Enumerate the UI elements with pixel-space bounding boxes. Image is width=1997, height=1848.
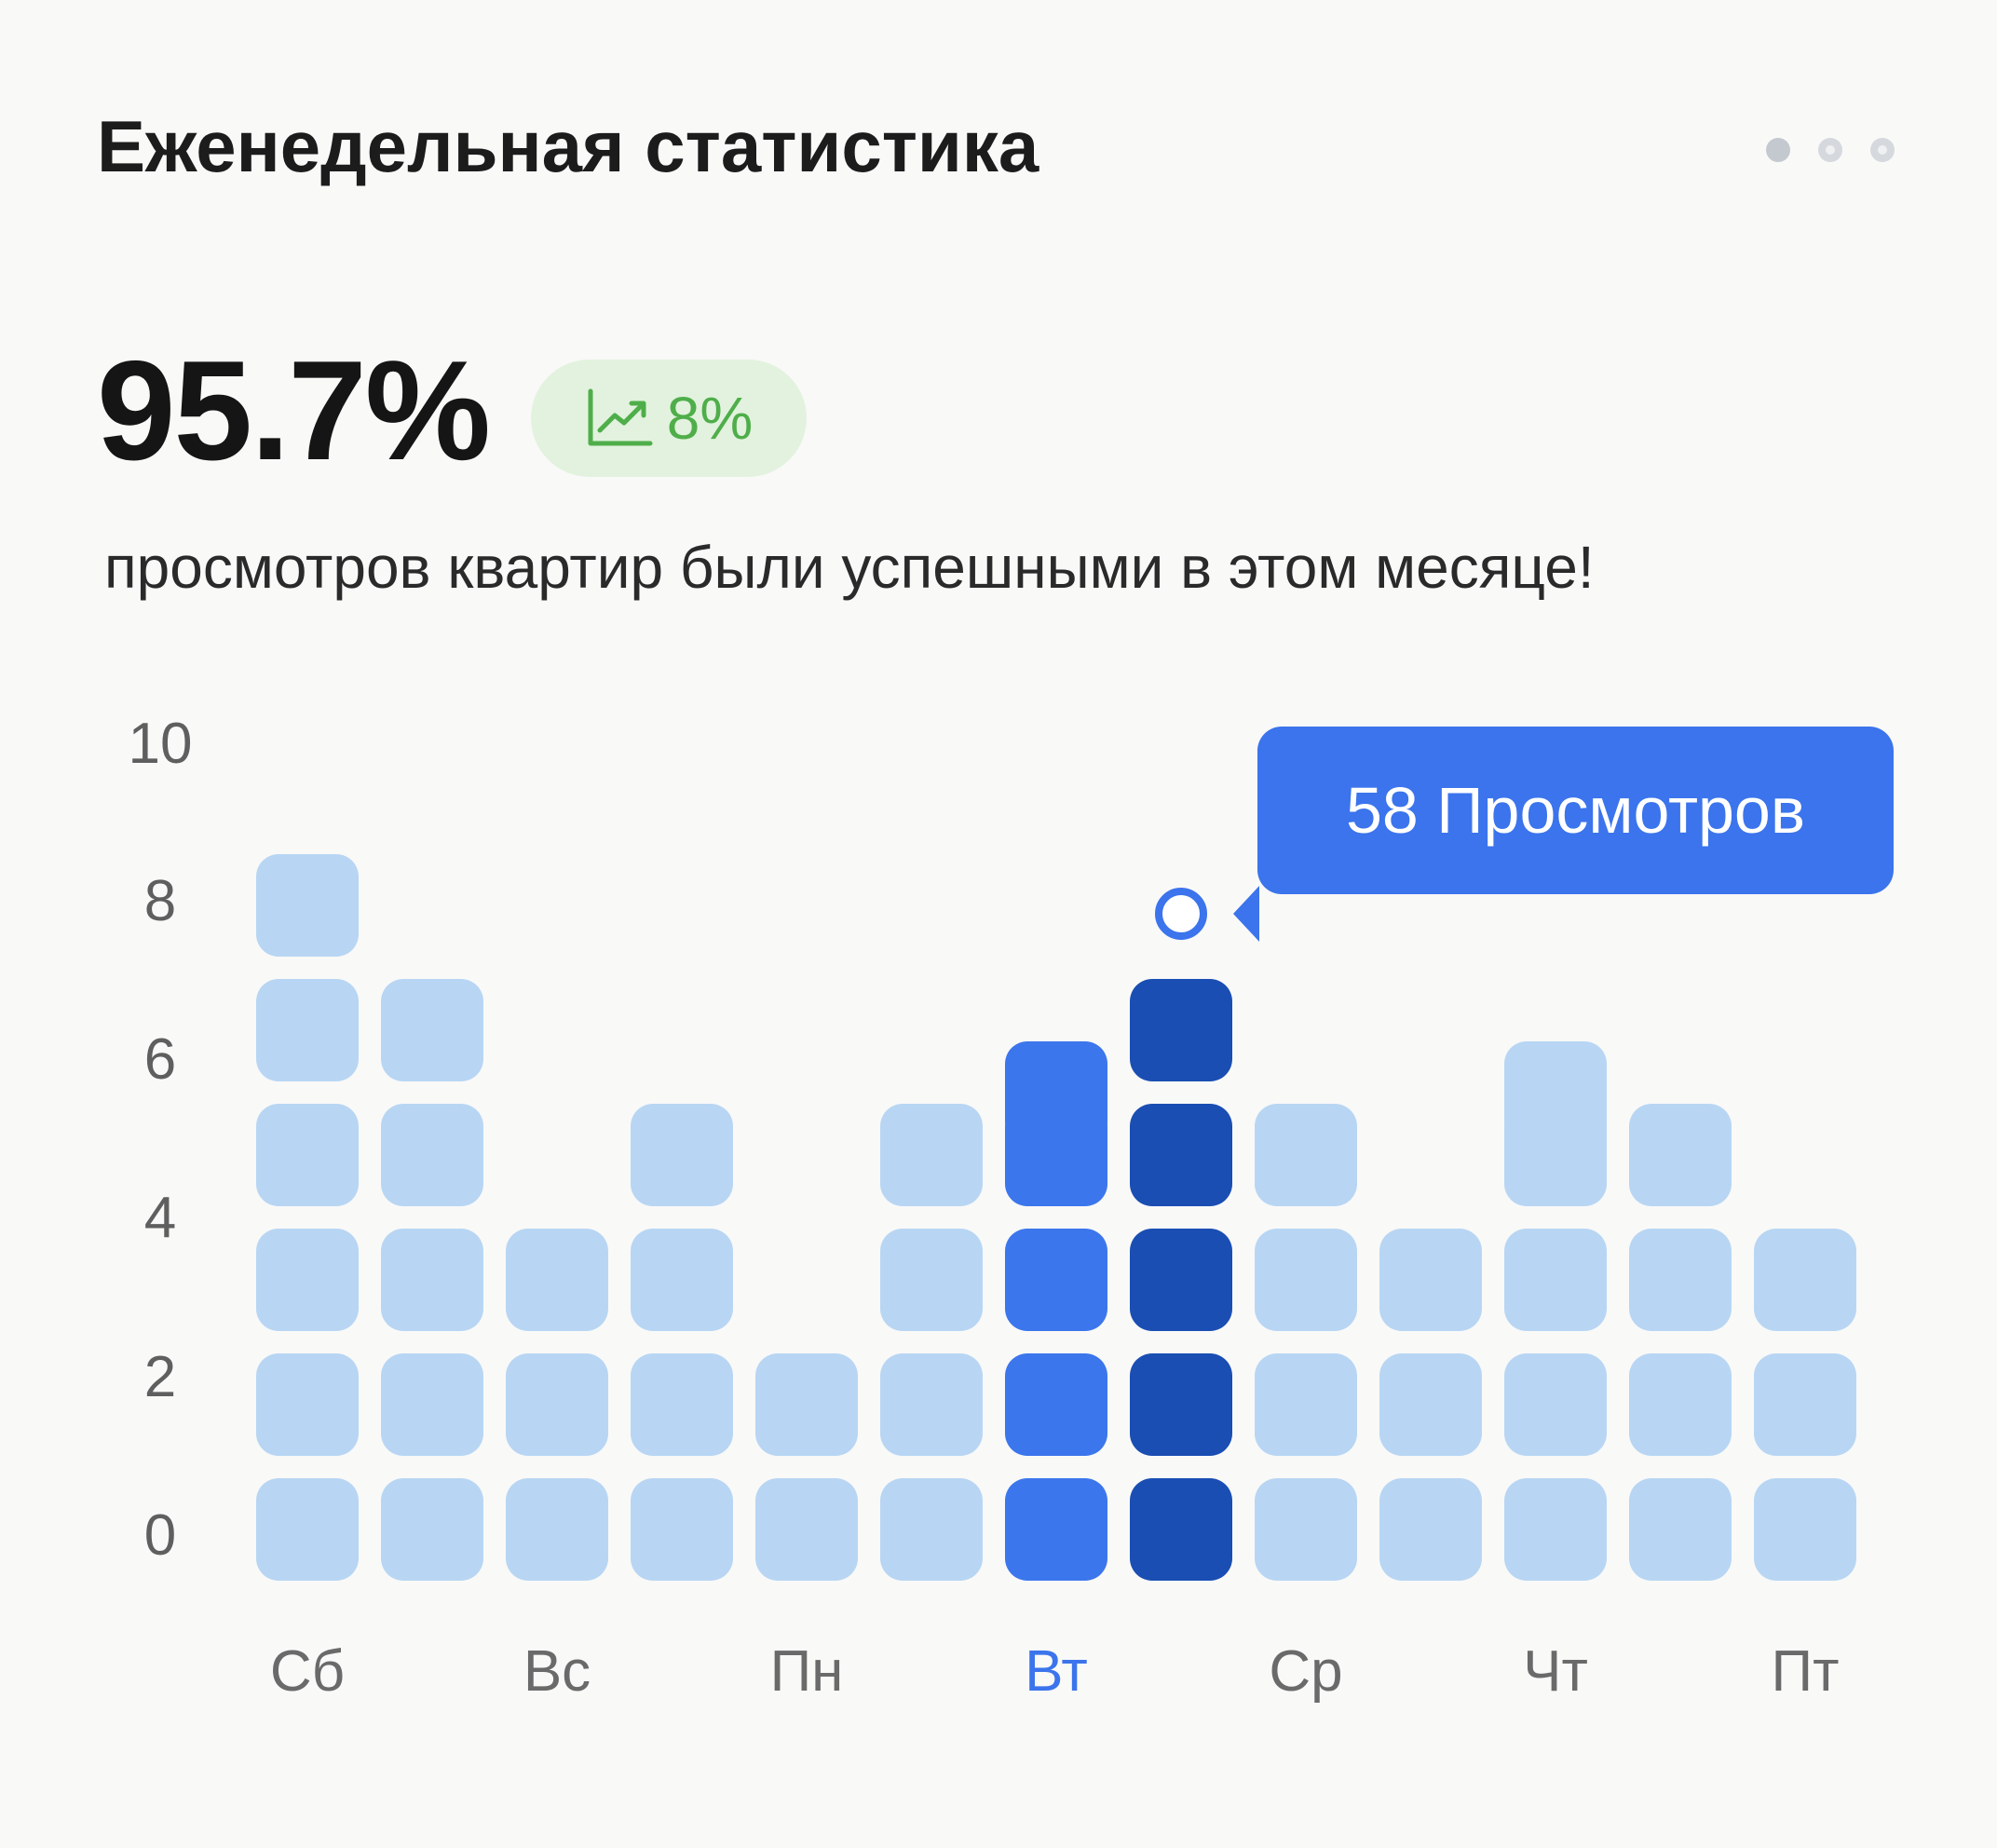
bar-block: [1504, 1104, 1607, 1206]
y-tick-label: 0: [144, 1503, 176, 1568]
bar-block: [381, 1229, 483, 1331]
bar-block: [1130, 1229, 1232, 1331]
bar-column[interactable]: [1754, 1229, 1856, 1581]
menu-dot-icon: [1766, 138, 1790, 162]
bar-block: [880, 1229, 983, 1331]
bar-block: [631, 1353, 733, 1456]
x-tick-label: Пн: [770, 1639, 844, 1704]
bar-block: [1379, 1353, 1482, 1456]
bar-block: [1379, 1478, 1482, 1581]
bar-block: [256, 1229, 359, 1331]
bar-column[interactable]: [256, 854, 359, 1581]
bar-block: [256, 1353, 359, 1456]
bar-block: [1255, 1478, 1357, 1581]
bar-block: [1130, 1353, 1232, 1456]
tooltip-pointer: [1233, 886, 1259, 942]
bar-block: [381, 1353, 483, 1456]
bar-block: [1629, 1353, 1732, 1456]
bar-block: [381, 1104, 483, 1206]
bar-block: [506, 1229, 608, 1331]
x-tick-label: Чт: [1523, 1639, 1588, 1704]
bar-column[interactable]: [631, 1104, 733, 1581]
bar-column[interactable]: [755, 1353, 858, 1581]
bar-block: [1255, 1353, 1357, 1456]
bar-block: [880, 1104, 983, 1206]
bar-column[interactable]: [1255, 1104, 1357, 1581]
bar-column[interactable]: [1130, 979, 1232, 1581]
bar-block: [256, 1478, 359, 1581]
x-tick-label: Ср: [1269, 1639, 1342, 1704]
bar-block: [1255, 1229, 1357, 1331]
y-tick-label: 4: [144, 1186, 176, 1250]
tooltip-marker: [1155, 888, 1207, 940]
x-tick-label: Пт: [1772, 1639, 1840, 1704]
bar-block: [1754, 1353, 1856, 1456]
views-tooltip: 58 Просмотров: [1233, 727, 1894, 942]
bar-block: [381, 979, 483, 1081]
bar-column[interactable]: [506, 1229, 608, 1581]
y-tick-label: 6: [144, 1027, 176, 1092]
bar-block: [256, 979, 359, 1081]
bar-column[interactable]: [1005, 1041, 1107, 1581]
y-tick-label: 8: [144, 869, 176, 933]
bar-block: [506, 1478, 608, 1581]
stats-caption: просмотров квартир были успешными в этом…: [104, 534, 1595, 601]
bar-block: [880, 1353, 983, 1456]
menu-dot-icon: [1870, 138, 1895, 162]
bar-block: [1255, 1104, 1357, 1206]
bar-block: [1629, 1478, 1732, 1581]
bar-block: [880, 1478, 983, 1581]
bar-block: [1130, 1478, 1232, 1581]
menu-dot-icon: [1818, 138, 1842, 162]
bar-column[interactable]: [1504, 1041, 1607, 1581]
y-tick-label: 2: [144, 1345, 176, 1409]
card-title: Еженедельная статистика: [97, 105, 1039, 187]
bar-block: [256, 1104, 359, 1206]
success-rate-value: 95.7%: [97, 332, 491, 490]
bar-block: [1130, 1104, 1232, 1206]
bar-block: [1629, 1229, 1732, 1331]
weekly-views-chart: 10 8 6 4 2 0 Сб Вс Пн Вт Ср Чт Пт 58 Просмотров: [129, 712, 1894, 1704]
bar-column[interactable]: [880, 1104, 983, 1581]
bar-block: [506, 1353, 608, 1456]
bar-block: [256, 854, 359, 957]
bar-block: [1504, 1229, 1607, 1331]
bar-column[interactable]: [381, 979, 483, 1581]
bar-block: [1754, 1478, 1856, 1581]
bar-block: [1504, 1478, 1607, 1581]
x-tick-label: Сб: [270, 1639, 345, 1704]
bar-block: [631, 1478, 733, 1581]
bar-block: [1379, 1229, 1482, 1331]
bar-block: [631, 1229, 733, 1331]
bar-block: [381, 1478, 483, 1581]
more-menu-button[interactable]: [1766, 136, 1904, 164]
trend-up-icon: [588, 388, 653, 446]
x-tick-label: Вс: [523, 1639, 591, 1704]
x-tick-label: Вт: [1025, 1639, 1088, 1704]
bar-block: [1130, 979, 1232, 1081]
growth-badge-label: 8%: [666, 385, 754, 452]
bar-block: [631, 1104, 733, 1206]
bar-block: [1005, 1104, 1107, 1206]
bar-block: [1005, 1478, 1107, 1581]
bar-column[interactable]: [1629, 1104, 1732, 1581]
bar-block: [755, 1478, 858, 1581]
growth-badge: 8%: [531, 360, 807, 477]
bar-block: [1005, 1229, 1107, 1331]
bar-column[interactable]: [1379, 1229, 1482, 1581]
bar-block: [755, 1353, 858, 1456]
tooltip-box: [1257, 727, 1894, 894]
bar-block: [1629, 1104, 1732, 1206]
bar-block: [1754, 1229, 1856, 1331]
tooltip-text: 58 Просмотров: [1346, 774, 1805, 847]
bar-block: [1504, 1353, 1607, 1456]
y-tick-label: 10: [129, 712, 193, 776]
bar-block: [1005, 1353, 1107, 1456]
